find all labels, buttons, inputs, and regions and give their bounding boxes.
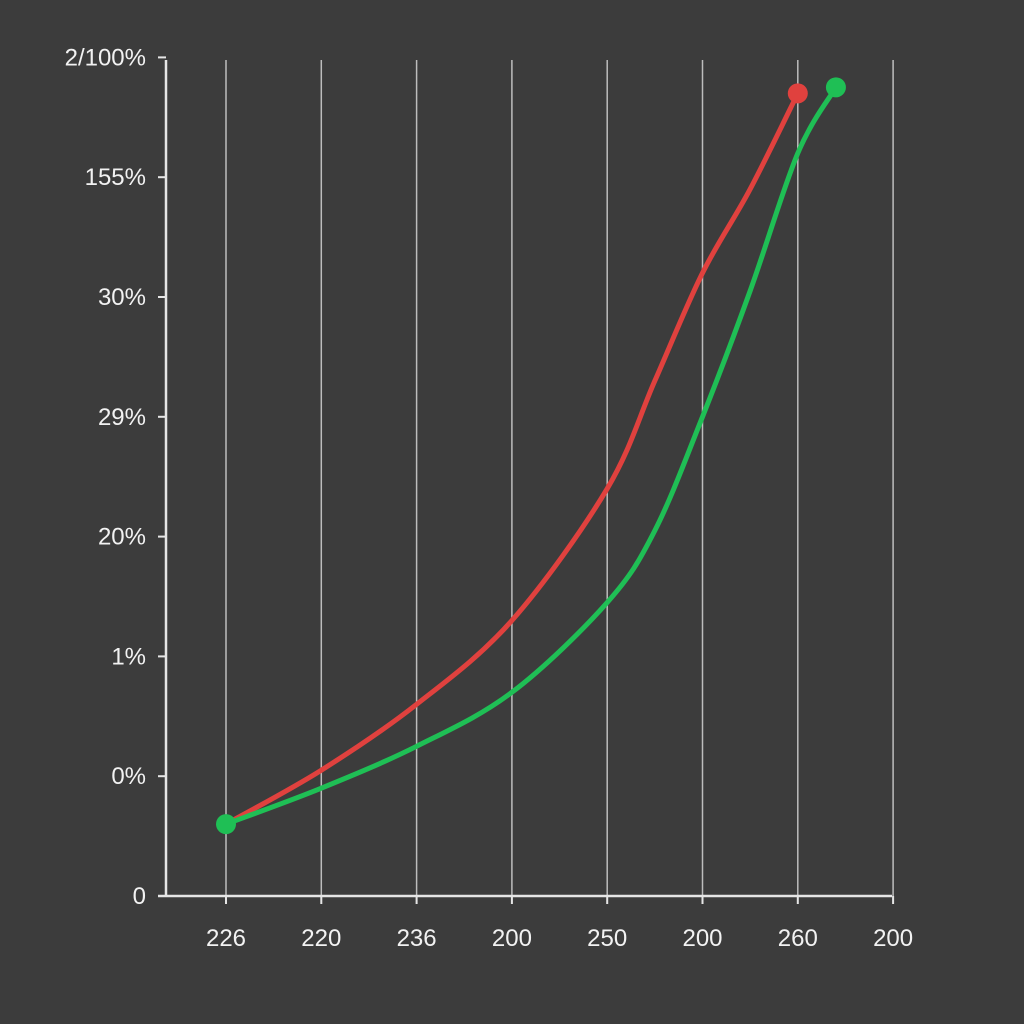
y-tick-label-2: 1%: [111, 643, 146, 670]
x-tick-label-1: 220: [301, 925, 341, 952]
series-0-end-point: [787, 83, 808, 104]
x-tick-label-7: 200: [873, 925, 913, 952]
series-line-1: [223, 84, 839, 827]
y-tick-label-1: 0%: [111, 763, 146, 790]
series-1-end-point: [825, 77, 846, 98]
series-1-start-point: [216, 814, 236, 835]
x-tick-label-0: 226: [206, 925, 246, 952]
y-tick-label-4: 29%: [98, 404, 146, 431]
x-tick-label-4: 250: [587, 925, 627, 952]
y-tick-label-5: 30%: [98, 284, 146, 311]
grid-lines: [225, 60, 894, 896]
x-tick-label-3: 200: [492, 925, 532, 952]
y-tick-label-3: 20%: [98, 524, 146, 551]
x-tick-label-2: 236: [397, 925, 437, 952]
series-lines: [223, 84, 839, 827]
x-tick-label-6: 260: [778, 925, 818, 952]
tick-labels: 0 0% 1% 20% 29% 30% 155% 2/100% 226 220 236 200 250 2…: [65, 44, 914, 952]
axes: [158, 56, 895, 904]
series-line-0: [223, 90, 801, 827]
y-tick-label-6: 155%: [85, 164, 146, 191]
x-tick-label-5: 200: [682, 925, 722, 952]
series-markers: [216, 77, 846, 835]
y-tick-label-0: 0: [133, 883, 146, 910]
y-tick-label-7: 2/100%: [65, 44, 146, 71]
